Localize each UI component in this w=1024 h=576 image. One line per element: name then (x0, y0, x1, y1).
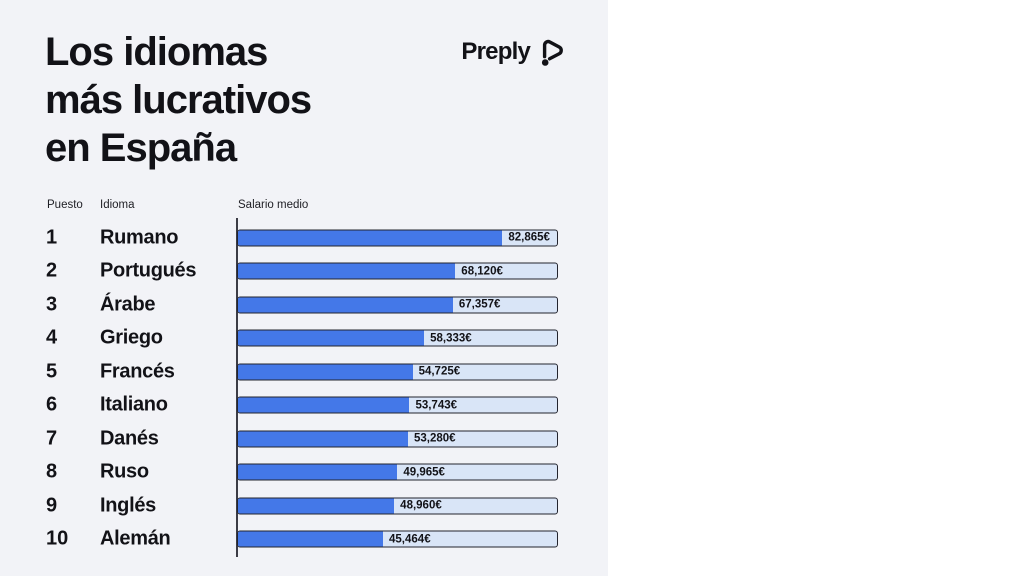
table-row: 10 Alemán 45,464€ (0, 523, 608, 557)
bar-value-label: 58,333€ (430, 332, 472, 345)
page-title: Los idiomas más lucrativos en España (45, 28, 312, 172)
table-row: 6 Italiano 53,743€ (0, 389, 608, 423)
row-language: Italiano (100, 393, 168, 416)
bar-track: 53,743€ (237, 396, 558, 414)
bar-track: 49,965€ (237, 463, 558, 481)
bar-fill (238, 263, 456, 279)
bar-track: 48,960€ (237, 497, 558, 515)
row-rank: 9 (46, 494, 58, 517)
bar-track: 68,120€ (237, 262, 558, 280)
bar-fill (238, 431, 408, 447)
table-row: 1 Rumano 82,865€ (0, 221, 608, 255)
bar-value-label: 53,280€ (413, 432, 456, 445)
bar-track: 45,464€ (237, 530, 558, 548)
row-rank: 7 (46, 427, 58, 450)
bar-value-label: 82,865€ (508, 231, 550, 244)
row-rank: 2 (46, 259, 58, 282)
table-row: 9 Inglés 48,960€ (0, 489, 608, 523)
row-language: Griego (100, 326, 163, 349)
row-language: Francés (100, 360, 175, 383)
column-header-salary: Salario medio (238, 199, 309, 211)
bar-fill (238, 464, 398, 480)
bar-value-label: 67,357€ (458, 298, 501, 311)
column-header-rank: Puesto (47, 199, 83, 211)
row-language: Ruso (100, 460, 149, 483)
bar-fill (238, 531, 384, 547)
bar-fill (238, 498, 395, 514)
bar-track: 54,725€ (237, 363, 558, 381)
bar-value-label: 45,464€ (389, 533, 431, 546)
row-rank: 6 (46, 393, 58, 416)
bar-fill (238, 364, 413, 380)
bar-fill (238, 397, 410, 413)
table-row: 8 Ruso 49,965€ (0, 456, 608, 490)
row-rank: 1 (46, 226, 58, 249)
table-row: 4 Griego 58,333€ (0, 322, 608, 356)
row-language: Alemán (100, 527, 171, 550)
row-language: Inglés (100, 494, 156, 517)
preply-speech-play-icon (541, 39, 563, 66)
row-rank: 3 (46, 293, 58, 316)
bar-value-label: 48,960€ (400, 499, 442, 512)
table-row: 3 Árabe 67,357€ (0, 288, 608, 322)
row-rank: 5 (46, 360, 58, 383)
chart-rows: 1 Rumano 82,865€ 2 Portugués 68,120€ 3 Á… (0, 221, 608, 556)
bar-value-label: 53,743€ (415, 399, 458, 412)
row-rank: 8 (46, 460, 58, 483)
table-row: 2 Portugués 68,120€ (0, 255, 608, 289)
preply-logo: Preply (461, 36, 564, 68)
row-rank: 4 (46, 326, 58, 349)
table-row: 7 Danés 53,280€ (0, 422, 608, 456)
row-language: Árabe (100, 293, 156, 316)
title-line-1: Los idiomas (45, 30, 268, 74)
row-rank: 10 (46, 527, 69, 550)
preply-logo-text: Preply (461, 38, 530, 65)
bar-fill (238, 330, 425, 346)
infographic-panel: Los idiomas más lucrativos en España Pre… (0, 0, 608, 576)
chart-axis-line (236, 218, 238, 557)
bar-track: 53,280€ (237, 430, 558, 448)
bar-value-label: 54,725€ (418, 365, 461, 378)
bar-fill (238, 230, 503, 246)
column-header-language: Idioma (100, 199, 135, 211)
bar-track: 58,333€ (237, 329, 558, 347)
title-line-3: en España (45, 126, 237, 170)
bar-track: 67,357€ (237, 296, 558, 314)
row-language: Rumano (100, 226, 179, 249)
table-row: 5 Francés 54,725€ (0, 355, 608, 389)
bar-value-label: 68,120€ (461, 265, 503, 278)
title-line-2: más lucrativos (45, 78, 312, 122)
bar-track: 82,865€ (237, 229, 558, 247)
row-language: Danés (100, 427, 159, 450)
row-language: Portugués (100, 259, 197, 282)
bar-fill (238, 297, 453, 313)
bar-value-label: 49,965€ (403, 466, 445, 479)
